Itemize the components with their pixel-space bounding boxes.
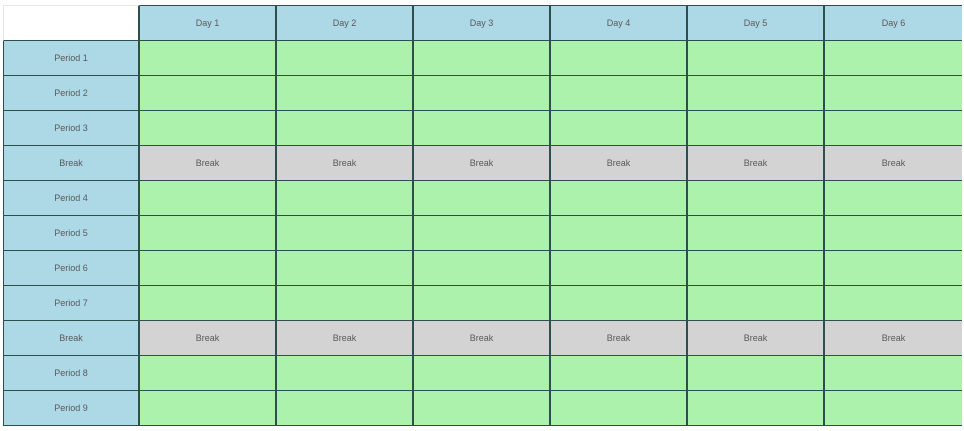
row-label: Break: [3, 321, 140, 356]
timetable-slot[interactable]: [277, 216, 414, 251]
timetable-slot[interactable]: [551, 286, 688, 321]
timetable-slot[interactable]: [825, 76, 962, 111]
break-cell: Break: [825, 321, 962, 356]
timetable-slot[interactable]: [551, 76, 688, 111]
timetable-slot[interactable]: [140, 111, 277, 146]
break-cell: Break: [277, 146, 414, 181]
timetable-slot[interactable]: [688, 76, 825, 111]
timetable-slot[interactable]: [825, 356, 962, 391]
timetable-slot[interactable]: [688, 181, 825, 216]
timetable-slot[interactable]: [688, 356, 825, 391]
break-cell: Break: [277, 321, 414, 356]
timetable-slot[interactable]: [551, 181, 688, 216]
timetable-slot[interactable]: [277, 41, 414, 76]
row-label: Period 3: [3, 111, 140, 146]
timetable-slot[interactable]: [277, 391, 414, 426]
timetable-slot[interactable]: [551, 216, 688, 251]
day-header-4: Day 4: [551, 5, 688, 41]
break-cell: Break: [414, 146, 551, 181]
timetable-slot[interactable]: [140, 76, 277, 111]
day-header-6: Day 6: [825, 5, 962, 41]
timetable-slot[interactable]: [277, 356, 414, 391]
timetable-slot[interactable]: [140, 356, 277, 391]
row-label: Period 6: [3, 251, 140, 286]
timetable-slot[interactable]: [414, 76, 551, 111]
break-cell: Break: [414, 321, 551, 356]
timetable-grid: Day 1 Day 2 Day 3 Day 4 Day 5 Day 6 Period 1 Pe…: [3, 5, 962, 426]
timetable-slot[interactable]: [414, 391, 551, 426]
timetable-slot[interactable]: [140, 181, 277, 216]
break-cell: Break: [140, 321, 277, 356]
break-cell: Break: [688, 321, 825, 356]
break-cell: Break: [140, 146, 277, 181]
day-header-1: Day 1: [140, 5, 277, 41]
timetable-slot[interactable]: [414, 251, 551, 286]
timetable-slot[interactable]: [825, 216, 962, 251]
timetable-slot[interactable]: [825, 41, 962, 76]
timetable-slot[interactable]: [825, 181, 962, 216]
row-label: Period 1: [3, 41, 140, 76]
timetable-slot[interactable]: [551, 356, 688, 391]
day-header-2: Day 2: [277, 5, 414, 41]
timetable-slot[interactable]: [825, 391, 962, 426]
row-label: Break: [3, 146, 140, 181]
row-label: Period 7: [3, 286, 140, 321]
timetable-slot[interactable]: [414, 356, 551, 391]
timetable-slot[interactable]: [688, 111, 825, 146]
row-label: Period 5: [3, 216, 140, 251]
row-label: Period 4: [3, 181, 140, 216]
timetable-slot[interactable]: [825, 286, 962, 321]
row-label: Period 2: [3, 76, 140, 111]
timetable-slot[interactable]: [688, 216, 825, 251]
timetable-slot[interactable]: [551, 111, 688, 146]
corner-cell: [3, 5, 140, 41]
timetable-slot[interactable]: [277, 111, 414, 146]
timetable-slot[interactable]: [414, 286, 551, 321]
timetable-slot[interactable]: [277, 251, 414, 286]
timetable-slot[interactable]: [551, 41, 688, 76]
timetable-slot[interactable]: [414, 111, 551, 146]
timetable-slot[interactable]: [140, 251, 277, 286]
timetable-slot[interactable]: [140, 286, 277, 321]
day-header-3: Day 3: [414, 5, 551, 41]
timetable-slot[interactable]: [414, 181, 551, 216]
timetable-slot[interactable]: [825, 251, 962, 286]
timetable-slot[interactable]: [688, 41, 825, 76]
timetable-slot[interactable]: [551, 391, 688, 426]
timetable-slot[interactable]: [414, 216, 551, 251]
timetable-slot[interactable]: [414, 41, 551, 76]
timetable-slot[interactable]: [140, 391, 277, 426]
row-label: Period 9: [3, 391, 140, 426]
break-cell: Break: [551, 146, 688, 181]
timetable-slot[interactable]: [277, 181, 414, 216]
timetable-slot[interactable]: [825, 111, 962, 146]
timetable-slot[interactable]: [688, 286, 825, 321]
break-cell: Break: [688, 146, 825, 181]
timetable-slot[interactable]: [277, 286, 414, 321]
break-cell: Break: [551, 321, 688, 356]
day-header-5: Day 5: [688, 5, 825, 41]
timetable-slot[interactable]: [140, 41, 277, 76]
timetable-slot[interactable]: [688, 251, 825, 286]
row-label: Period 8: [3, 356, 140, 391]
timetable-slot[interactable]: [551, 251, 688, 286]
timetable-slot[interactable]: [277, 76, 414, 111]
timetable-slot[interactable]: [688, 391, 825, 426]
timetable-slot[interactable]: [140, 216, 277, 251]
break-cell: Break: [825, 146, 962, 181]
